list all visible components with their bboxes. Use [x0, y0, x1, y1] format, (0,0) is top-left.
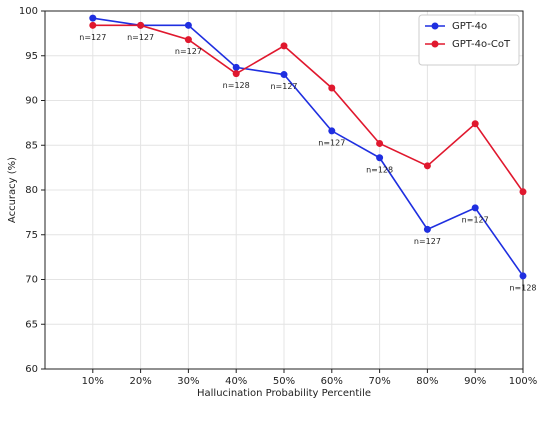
- y-tick-label: 60: [25, 364, 38, 375]
- point: [232, 70, 240, 78]
- annotation: n=127: [127, 33, 154, 42]
- y-tick-label: 75: [25, 230, 38, 241]
- annotation: n=128: [509, 283, 536, 292]
- x-tick-label: 70%: [368, 376, 390, 387]
- y-tick-label: 70: [25, 275, 38, 286]
- point: [471, 120, 479, 128]
- x-tick-label: 10%: [82, 376, 104, 387]
- series-line: [92, 17, 524, 277]
- point: [280, 42, 288, 50]
- y-tick-label: 80: [25, 185, 38, 196]
- y-tick-label: 100: [19, 6, 38, 17]
- point: [328, 84, 336, 92]
- point: [376, 139, 384, 147]
- point: [471, 204, 479, 212]
- annotation: n=128: [223, 81, 250, 90]
- y-tick-label: 85: [25, 140, 38, 151]
- legend-label: GPT-4o: [452, 21, 487, 32]
- x-tick-label: 90%: [464, 376, 486, 387]
- y-tick-label: 95: [25, 51, 38, 62]
- point: [232, 63, 240, 71]
- x-tick-label: 40%: [225, 376, 247, 387]
- point: [184, 36, 192, 44]
- x-tick-label: 100%: [509, 376, 538, 387]
- annotation: n=127: [270, 82, 297, 91]
- x-axis-label: Hallucination Probability Percentile: [197, 388, 371, 399]
- point: [423, 225, 431, 233]
- point: [423, 162, 431, 170]
- x-tick-label: 50%: [273, 376, 295, 387]
- x-tick-label: 30%: [177, 376, 199, 387]
- legend-marker: [431, 40, 439, 48]
- annotation: n=127: [414, 237, 441, 246]
- point: [184, 21, 192, 29]
- series-line: [92, 24, 524, 193]
- x-tick-label: 80%: [416, 376, 438, 387]
- legend-box: [418, 14, 520, 66]
- point: [89, 21, 97, 29]
- x-tick-label: 60%: [321, 376, 343, 387]
- y-tick-label: 65: [25, 319, 38, 330]
- annotation: n=127: [318, 138, 345, 147]
- legend-marker: [431, 22, 439, 30]
- y-tick-label: 90: [25, 96, 38, 107]
- point: [519, 272, 527, 280]
- annotation: n=127: [79, 33, 106, 42]
- point: [376, 154, 384, 162]
- point: [280, 71, 288, 79]
- y-axis-label: Accuracy (%): [7, 157, 18, 223]
- point: [137, 21, 145, 29]
- annotation: n=128: [366, 165, 393, 174]
- annotation: n=127: [175, 47, 202, 56]
- x-tick-label: 20%: [129, 376, 151, 387]
- annotation: n=127: [462, 215, 489, 224]
- legend-label: GPT-4o-CoT: [452, 39, 511, 50]
- point: [328, 127, 336, 135]
- point: [89, 14, 97, 22]
- point: [519, 188, 527, 196]
